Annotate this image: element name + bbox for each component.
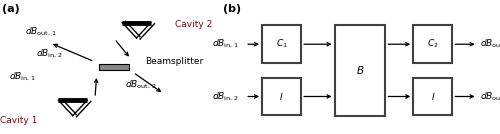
Text: $dB_{\mathrm{out},\,1}$: $dB_{\mathrm{out},\,1}$ — [25, 26, 57, 38]
Text: $C_1$: $C_1$ — [276, 38, 287, 51]
Bar — [262, 78, 301, 115]
Text: $dB_{\mathrm{in},\,1}$: $dB_{\mathrm{in},\,1}$ — [9, 70, 36, 83]
Bar — [99, 64, 128, 70]
Text: $dB_{\mathrm{out},\,2}$: $dB_{\mathrm{out},\,2}$ — [125, 78, 157, 91]
Text: $I$: $I$ — [280, 91, 284, 102]
Text: (a): (a) — [2, 4, 20, 14]
Text: $dB_{\mathrm{in},\,2}$: $dB_{\mathrm{in},\,2}$ — [212, 90, 240, 103]
Text: $dB_{\mathrm{in},\,2}$: $dB_{\mathrm{in},\,2}$ — [36, 47, 64, 60]
Text: Cavity 2: Cavity 2 — [175, 20, 212, 29]
Text: $dB_{\mathrm{in},\,1}$: $dB_{\mathrm{in},\,1}$ — [212, 38, 240, 50]
Bar — [262, 25, 301, 63]
Text: $I$: $I$ — [430, 91, 435, 102]
Text: (b): (b) — [223, 4, 241, 14]
Text: $B$: $B$ — [356, 64, 364, 76]
Text: Beamsplitter: Beamsplitter — [146, 57, 204, 66]
Text: $dB_{\mathrm{out},\,2}$: $dB_{\mathrm{out},\,2}$ — [480, 90, 500, 103]
Bar — [334, 25, 386, 116]
Text: $dB_{\mathrm{out},\,1}$: $dB_{\mathrm{out},\,1}$ — [480, 38, 500, 50]
Bar — [413, 25, 453, 63]
Bar — [413, 78, 453, 115]
Text: Cavity 1: Cavity 1 — [0, 116, 38, 125]
Text: $C_2$: $C_2$ — [427, 38, 438, 51]
